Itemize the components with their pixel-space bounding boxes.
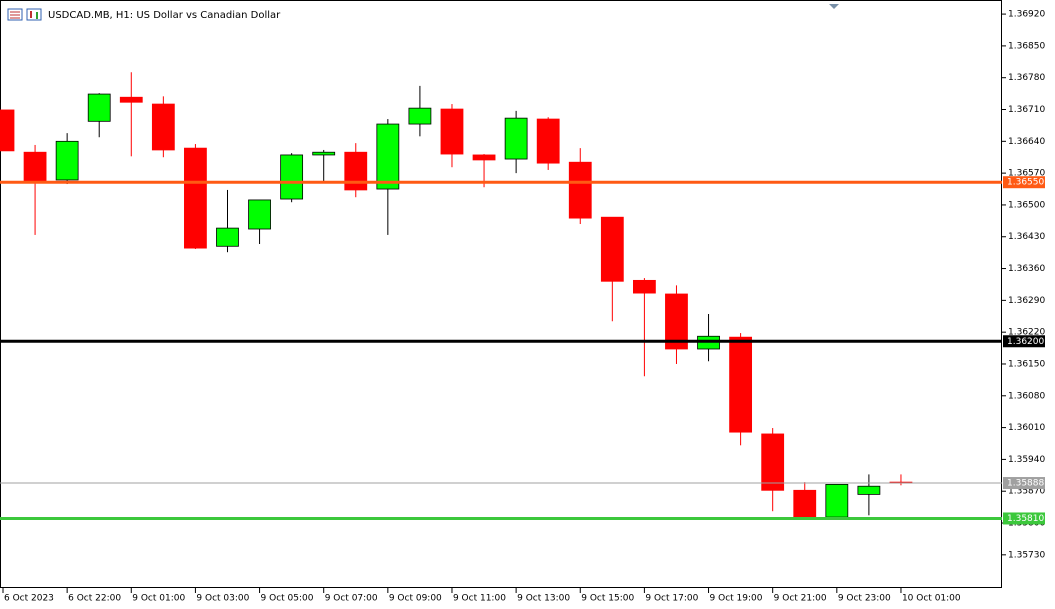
plot-frame xyxy=(0,0,1002,588)
x-tick-label: 9 Oct 17:00 xyxy=(645,594,698,604)
y-tick-label: 1.35870 xyxy=(1008,487,1045,497)
candle-body xyxy=(216,227,239,247)
candle-body xyxy=(633,279,656,294)
x-tick-label: 10 Oct 01:00 xyxy=(902,594,961,604)
level-label-box xyxy=(1003,477,1045,490)
x-tick-label: 9 Oct 03:00 xyxy=(196,594,249,604)
chart-title: USDCAD.MB, H1: US Dollar vs Canadian Dol… xyxy=(48,10,281,21)
candle-body xyxy=(87,93,111,122)
candle-body xyxy=(440,108,464,155)
y-tick-label: 1.36220 xyxy=(1008,328,1045,338)
candle-body xyxy=(568,161,592,219)
y-tick-label: 1.36850 xyxy=(1008,41,1045,51)
candle-body xyxy=(665,293,688,350)
candle-body xyxy=(729,336,753,433)
x-tick-label: 9 Oct 19:00 xyxy=(710,594,763,604)
candle-body xyxy=(793,489,817,518)
level-label: 1.35888 xyxy=(1007,479,1044,489)
candle-body xyxy=(825,483,849,518)
y-tick-label: 1.36920 xyxy=(1008,10,1045,20)
y-tick-label: 1.36290 xyxy=(1008,296,1045,306)
candle-body xyxy=(376,123,400,190)
candle-body xyxy=(0,109,15,152)
candle-body xyxy=(536,118,560,164)
candle-body xyxy=(248,199,271,230)
level-label-box xyxy=(1003,176,1045,189)
shift-marker xyxy=(829,4,839,9)
candle-body xyxy=(857,485,881,495)
candle-body xyxy=(119,96,143,103)
level-label-box xyxy=(1003,512,1045,525)
y-tick-label: 1.36570 xyxy=(1008,169,1045,179)
candle-body xyxy=(184,147,207,249)
candle-body xyxy=(504,117,528,160)
y-tick-label: 1.36360 xyxy=(1008,264,1045,274)
x-tick-label: 9 Oct 21:00 xyxy=(774,594,827,604)
y-tick-label: 1.36640 xyxy=(1008,137,1045,147)
candle-body xyxy=(23,151,47,182)
y-tick-label: 1.36080 xyxy=(1008,391,1045,401)
candle-body xyxy=(600,216,624,282)
level-label-box xyxy=(1003,335,1045,348)
candle-body xyxy=(344,151,368,191)
y-tick-label: 1.35940 xyxy=(1008,455,1045,465)
x-tick-label: 9 Oct 05:00 xyxy=(261,594,314,604)
level-label: 1.35810 xyxy=(1007,514,1044,524)
y-tick-label: 1.36150 xyxy=(1008,359,1045,369)
x-tick-label: 9 Oct 07:00 xyxy=(325,594,378,604)
y-tick-label: 1.36430 xyxy=(1008,232,1045,242)
candle-body xyxy=(280,154,304,200)
level-label: 1.36550 xyxy=(1007,178,1044,188)
level-label: 1.36200 xyxy=(1007,337,1044,347)
y-tick-label: 1.36710 xyxy=(1008,105,1045,115)
candle-body xyxy=(312,151,336,156)
candle-body xyxy=(408,107,432,125)
x-tick-label: 6 Oct 22:00 xyxy=(68,594,121,604)
y-tick-label: 1.35730 xyxy=(1008,550,1045,560)
x-tick-label: 9 Oct 23:00 xyxy=(838,594,891,604)
x-tick-label: 9 Oct 15:00 xyxy=(581,594,634,604)
y-tick-label: 1.36500 xyxy=(1008,200,1045,210)
x-tick-label: 9 Oct 01:00 xyxy=(132,594,185,604)
x-tick-label: 9 Oct 13:00 xyxy=(517,594,570,604)
candle-body xyxy=(761,433,785,491)
y-tick-label: 1.36010 xyxy=(1008,423,1045,433)
y-tick-label: 1.36780 xyxy=(1008,73,1045,83)
candle-body xyxy=(472,154,496,161)
x-tick-label: 9 Oct 11:00 xyxy=(453,594,506,604)
symbol-icon xyxy=(7,8,42,21)
x-tick-label: 6 Oct 2023 xyxy=(4,594,54,604)
candle-body xyxy=(151,103,175,151)
x-tick-label: 9 Oct 09:00 xyxy=(389,594,442,604)
candle-body xyxy=(55,140,79,181)
